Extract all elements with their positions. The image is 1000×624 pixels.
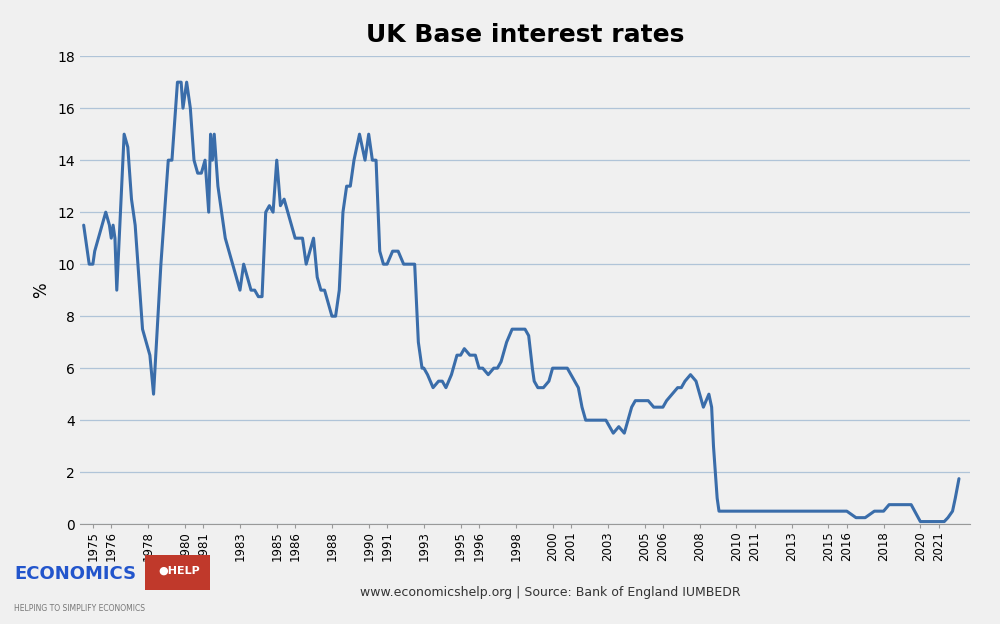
FancyBboxPatch shape [142, 553, 213, 592]
Text: ECONOMICS: ECONOMICS [14, 565, 136, 583]
Text: www.economicshelp.org | Source: Bank of England IUMBEDR: www.economicshelp.org | Source: Bank of … [360, 586, 740, 599]
Text: HELPING TO SIMPLIFY ECONOMICS: HELPING TO SIMPLIFY ECONOMICS [14, 604, 145, 613]
Text: ●HELP: ●HELP [158, 566, 200, 576]
Title: UK Base interest rates: UK Base interest rates [366, 23, 684, 47]
Y-axis label: %: % [32, 282, 50, 298]
